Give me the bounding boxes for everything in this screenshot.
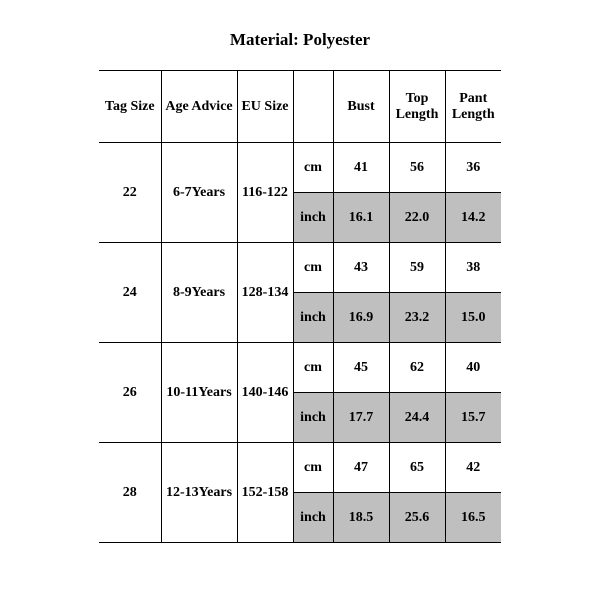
col-bust: Bust xyxy=(333,71,389,143)
cell-top-cm: 56 xyxy=(389,143,445,193)
col-unit xyxy=(293,71,333,143)
header-row: Tag Size Age Advice EU Size Bust Top Len… xyxy=(99,71,501,143)
cell-eu: 116-122 xyxy=(237,143,293,243)
cell-bust-cm: 47 xyxy=(333,443,389,493)
col-pant-length: Pant Length xyxy=(445,71,501,143)
cell-eu: 152-158 xyxy=(237,443,293,543)
table-row: 248-9Years128-134cm435938 xyxy=(99,243,501,293)
cell-pant-cm: 42 xyxy=(445,443,501,493)
cell-tag: 26 xyxy=(99,343,161,443)
cell-bust-cm: 43 xyxy=(333,243,389,293)
cell-bust-inch: 18.5 xyxy=(333,493,389,543)
cell-unit-inch: inch xyxy=(293,393,333,443)
col-top-length: Top Length xyxy=(389,71,445,143)
cell-age: 6-7Years xyxy=(161,143,237,243)
cell-pant-inch: 14.2 xyxy=(445,193,501,243)
cell-unit-inch: inch xyxy=(293,193,333,243)
cell-top-cm: 62 xyxy=(389,343,445,393)
cell-eu: 128-134 xyxy=(237,243,293,343)
cell-pant-inch: 16.5 xyxy=(445,493,501,543)
cell-top-inch: 23.2 xyxy=(389,293,445,343)
cell-unit-cm: cm xyxy=(293,243,333,293)
col-eu-size: EU Size xyxy=(237,71,293,143)
cell-top-cm: 65 xyxy=(389,443,445,493)
col-tag-size: Tag Size xyxy=(99,71,161,143)
cell-pant-cm: 36 xyxy=(445,143,501,193)
cell-tag: 28 xyxy=(99,443,161,543)
cell-unit-cm: cm xyxy=(293,143,333,193)
cell-bust-cm: 41 xyxy=(333,143,389,193)
cell-bust-inch: 16.1 xyxy=(333,193,389,243)
table-row: 2812-13Years152-158cm476542 xyxy=(99,443,501,493)
cell-bust-inch: 16.9 xyxy=(333,293,389,343)
table-row: 2610-11Years140-146cm456240 xyxy=(99,343,501,393)
page-title: Material: Polyester xyxy=(0,0,600,70)
cell-tag: 24 xyxy=(99,243,161,343)
cell-age: 8-9Years xyxy=(161,243,237,343)
cell-top-inch: 24.4 xyxy=(389,393,445,443)
cell-bust-inch: 17.7 xyxy=(333,393,389,443)
col-age-advice: Age Advice xyxy=(161,71,237,143)
cell-pant-cm: 38 xyxy=(445,243,501,293)
size-table: Tag Size Age Advice EU Size Bust Top Len… xyxy=(99,70,501,543)
table-row: 226-7Years116-122cm415636 xyxy=(99,143,501,193)
cell-pant-inch: 15.7 xyxy=(445,393,501,443)
cell-age: 12-13Years xyxy=(161,443,237,543)
cell-unit-cm: cm xyxy=(293,443,333,493)
cell-top-inch: 22.0 xyxy=(389,193,445,243)
cell-eu: 140-146 xyxy=(237,343,293,443)
cell-top-inch: 25.6 xyxy=(389,493,445,543)
cell-tag: 22 xyxy=(99,143,161,243)
cell-age: 10-11Years xyxy=(161,343,237,443)
cell-top-cm: 59 xyxy=(389,243,445,293)
cell-unit-cm: cm xyxy=(293,343,333,393)
cell-unit-inch: inch xyxy=(293,493,333,543)
cell-bust-cm: 45 xyxy=(333,343,389,393)
cell-pant-inch: 15.0 xyxy=(445,293,501,343)
cell-pant-cm: 40 xyxy=(445,343,501,393)
cell-unit-inch: inch xyxy=(293,293,333,343)
